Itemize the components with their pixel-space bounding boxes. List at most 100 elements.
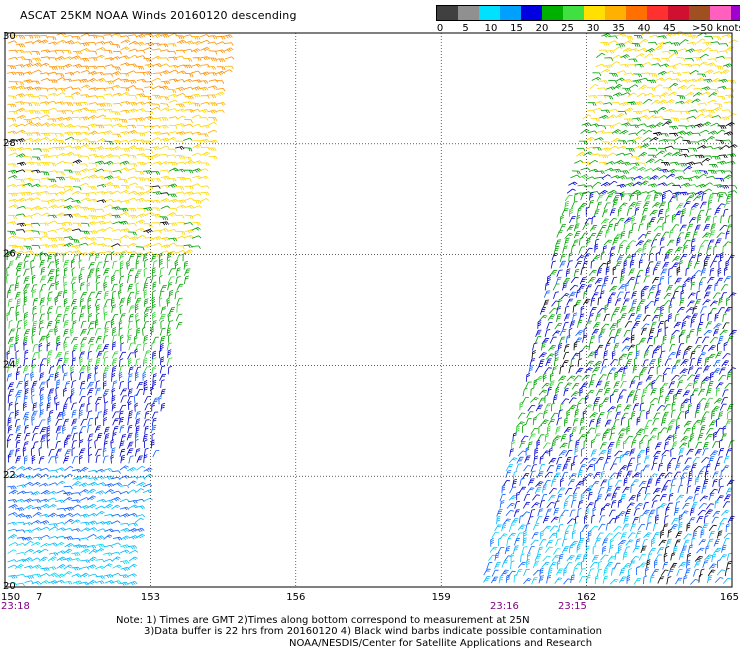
wind-barb [692, 306, 698, 315]
wind-barb [63, 78, 73, 83]
wind-barb [671, 374, 680, 381]
wind-barb [592, 506, 597, 516]
wind-barb [725, 487, 733, 495]
wind-barb [72, 63, 83, 69]
wind-barb [714, 282, 719, 292]
wind-barb [641, 62, 652, 66]
wind-barb [111, 490, 121, 494]
wind-barb [642, 464, 650, 472]
wind-barb [32, 178, 41, 183]
wind-barb [580, 417, 585, 426]
wind-barb [39, 313, 46, 322]
wind-barb [182, 252, 187, 262]
wind-barb [199, 198, 210, 203]
wind-barb [707, 312, 712, 321]
wind-barb [622, 87, 631, 92]
wind-barb [176, 131, 186, 136]
wind-barb [208, 155, 218, 160]
wind-barb [159, 154, 169, 158]
wind-barb [63, 169, 73, 174]
wind-barb [184, 197, 195, 201]
wind-barb [126, 297, 132, 306]
wind-barb [167, 33, 178, 37]
wind-barb [686, 124, 696, 129]
wind-barb [668, 53, 678, 59]
wind-barb [551, 300, 560, 307]
wind-barb [556, 230, 563, 238]
wind-barb [675, 350, 681, 359]
wind-barb [39, 87, 49, 92]
wind-barb [7, 564, 18, 569]
wind-barb [718, 297, 724, 306]
wind-barb [80, 505, 90, 510]
wind-barb [683, 99, 693, 105]
wind-barb [666, 239, 675, 247]
wind-barb [32, 506, 42, 511]
wind-barb [715, 427, 724, 435]
wind-barb [590, 259, 595, 269]
wind-barb [667, 91, 678, 97]
longitude-label: 165 [720, 592, 739, 603]
wind-barb [78, 242, 89, 246]
wind-barb [56, 411, 64, 420]
wind-barb [638, 371, 644, 381]
wind-barb [605, 86, 616, 91]
wind-barb [87, 495, 96, 501]
wind-barb [596, 231, 603, 239]
wind-barb [632, 403, 640, 411]
wind-barb [588, 233, 597, 240]
wind-barb [80, 230, 90, 235]
wind-barb [119, 297, 126, 306]
wind-barb [564, 417, 569, 427]
wind-barb [23, 224, 33, 228]
wind-barb [670, 478, 677, 487]
wind-barb [191, 63, 201, 68]
wind-barb [584, 508, 590, 517]
wind-barb [591, 514, 596, 524]
wind-barb [152, 350, 157, 360]
wind-barb [719, 554, 727, 561]
wind-barb [705, 463, 711, 472]
wind-barb [15, 291, 21, 300]
legend-tick-label: 35 [612, 23, 625, 34]
wind-barb [128, 522, 139, 527]
wind-barb [613, 419, 620, 427]
wind-barb [619, 101, 629, 107]
wind-barb [662, 87, 672, 91]
wind-barb [692, 92, 702, 97]
wind-barb [682, 503, 690, 510]
wind-barb [56, 227, 66, 231]
wind-barb [63, 145, 73, 149]
wind-barb [725, 94, 735, 99]
wind-barb [610, 426, 616, 435]
wind-barb [120, 184, 130, 190]
wind-barb [144, 81, 154, 85]
wind-barb [690, 579, 699, 585]
wind-barb [708, 193, 714, 202]
wind-barb [707, 345, 716, 352]
wind-barb [135, 411, 141, 420]
wind-barb [658, 246, 665, 255]
wind-barb [576, 147, 586, 152]
wind-barb [633, 282, 640, 291]
wind-barb [654, 261, 662, 269]
wind-barb [184, 235, 194, 239]
wind-barb [647, 190, 657, 194]
wind-barb [23, 51, 33, 55]
wind-barb [63, 387, 67, 397]
wind-barb [542, 442, 551, 449]
wind-barb [506, 502, 515, 509]
wind-barb [527, 516, 534, 524]
wind-barb [47, 394, 52, 404]
wind-barb [569, 208, 574, 217]
wind-barb [104, 489, 114, 494]
wind-barb [31, 541, 41, 546]
wind-barb [87, 381, 94, 389]
wind-barb [63, 485, 73, 490]
wind-barb [721, 510, 730, 516]
wind-barb [127, 291, 135, 299]
wind-barb [588, 200, 594, 208]
wind-barb [56, 160, 66, 165]
wind-barb [686, 448, 694, 456]
wind-barb [144, 64, 154, 68]
